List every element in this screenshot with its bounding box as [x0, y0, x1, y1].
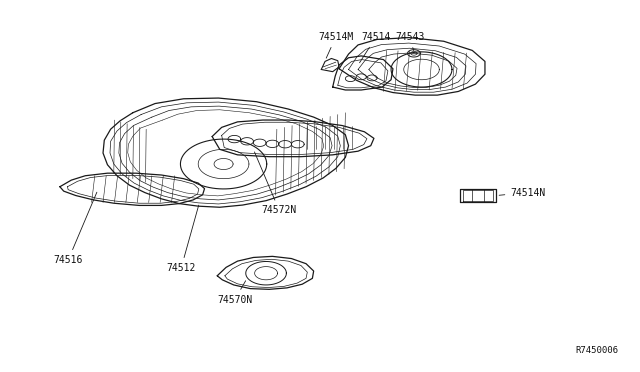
Text: R7450006: R7450006: [575, 346, 618, 355]
Text: 74570N: 74570N: [217, 281, 252, 305]
Text: 74543: 74543: [395, 32, 424, 51]
Text: 74572N: 74572N: [255, 152, 297, 215]
Text: 74514M: 74514M: [318, 32, 353, 58]
Text: 74516: 74516: [54, 192, 97, 265]
Text: 74514N: 74514N: [499, 187, 545, 198]
Text: 74514: 74514: [360, 32, 390, 63]
Text: 74512: 74512: [166, 205, 198, 273]
